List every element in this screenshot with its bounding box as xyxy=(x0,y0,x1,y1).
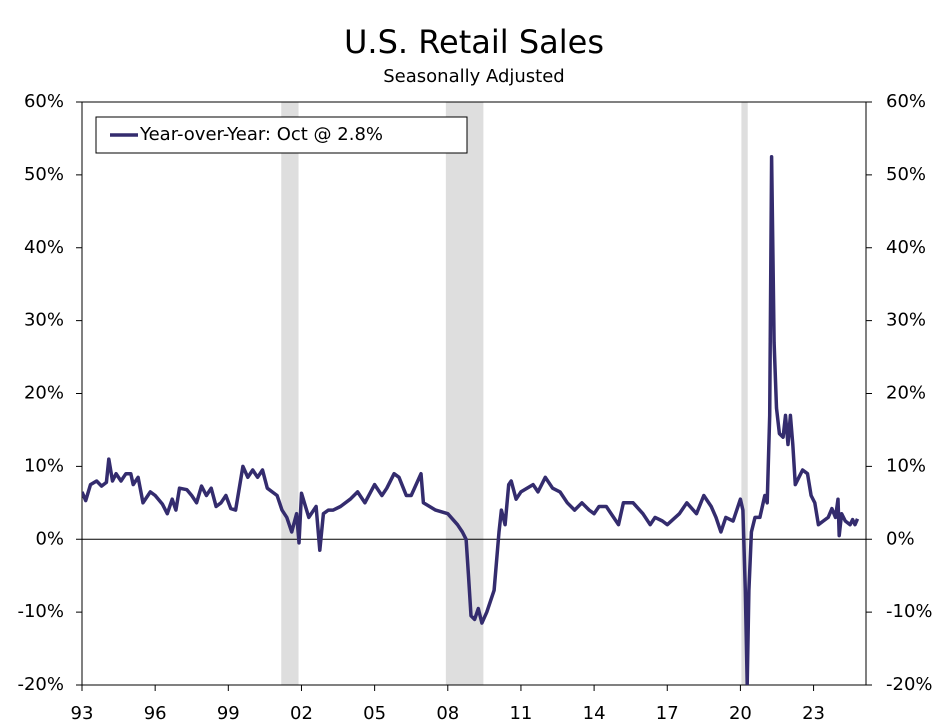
x-tick-label: 99 xyxy=(217,703,240,724)
y2-tick-label: -10% xyxy=(886,601,933,622)
y2-tick-label: 20% xyxy=(886,383,926,404)
x-tick-label: 08 xyxy=(436,703,459,724)
y2-tick-label: 10% xyxy=(886,455,926,476)
recession-band xyxy=(281,102,299,685)
x-tick-label: 96 xyxy=(144,703,167,724)
y2-tick-label: -20% xyxy=(886,674,933,695)
chart-title: U.S. Retail Sales xyxy=(344,23,604,61)
y-tick-label: 30% xyxy=(24,310,64,331)
x-tick-label: 14 xyxy=(583,703,606,724)
y-tick-label: -20% xyxy=(17,674,64,695)
y-tick-label: 0% xyxy=(35,528,64,549)
x-tick-label: 23 xyxy=(802,703,825,724)
x-tick-label: 11 xyxy=(509,703,532,724)
x-tick-label: 17 xyxy=(656,703,679,724)
chart-subtitle: Seasonally Adjusted xyxy=(383,66,565,87)
y2-tick-label: 0% xyxy=(886,528,915,549)
y-tick-label: -10% xyxy=(17,601,64,622)
y-tick-label: 40% xyxy=(24,237,64,258)
recession-band xyxy=(445,102,484,685)
series-line xyxy=(82,154,860,685)
y2-tick-label: 40% xyxy=(886,237,926,258)
recession-band xyxy=(741,102,748,685)
y-tick-label: 20% xyxy=(24,383,64,404)
y2-tick-label: 60% xyxy=(886,91,926,112)
x-tick-label: 05 xyxy=(363,703,386,724)
x-tick-label: 20 xyxy=(729,703,752,724)
y-tick-label: 10% xyxy=(24,455,64,476)
y2-tick-label: 50% xyxy=(886,164,926,185)
y-tick-label: 60% xyxy=(24,91,64,112)
legend-label: Year-over-Year: Oct @ 2.8% xyxy=(139,124,383,145)
y2-tick-label: 30% xyxy=(886,310,926,331)
y-tick-label: 50% xyxy=(24,164,64,185)
x-tick-label: 93 xyxy=(71,703,94,724)
legend-box xyxy=(95,116,468,154)
x-tick-label: 02 xyxy=(290,703,313,724)
